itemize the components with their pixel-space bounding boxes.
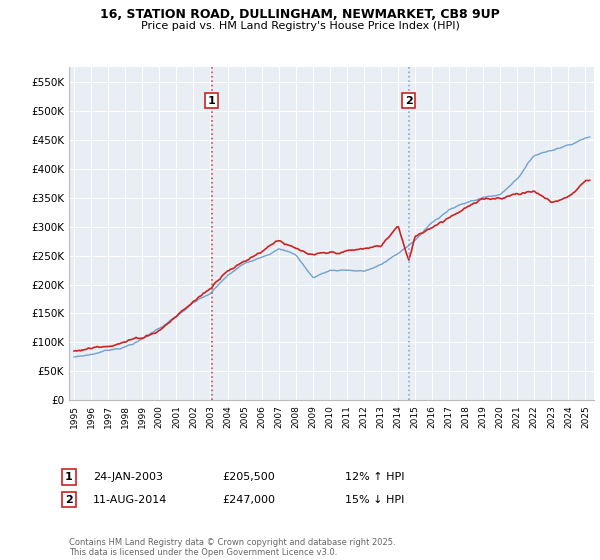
Text: 2: 2 [404,96,412,105]
Text: 16, STATION ROAD, DULLINGHAM, NEWMARKET, CB8 9UP: 16, STATION ROAD, DULLINGHAM, NEWMARKET,… [100,8,500,21]
Text: 24-JAN-2003: 24-JAN-2003 [93,472,163,482]
Text: Price paid vs. HM Land Registry's House Price Index (HPI): Price paid vs. HM Land Registry's House … [140,21,460,31]
Text: 12% ↑ HPI: 12% ↑ HPI [345,472,404,482]
Text: £247,000: £247,000 [222,494,275,505]
Text: 15% ↓ HPI: 15% ↓ HPI [345,494,404,505]
Text: 11-AUG-2014: 11-AUG-2014 [93,494,167,505]
Text: 1: 1 [65,472,73,482]
Text: 2: 2 [65,494,73,505]
Text: 1: 1 [208,96,215,105]
Text: £205,500: £205,500 [222,472,275,482]
Text: Contains HM Land Registry data © Crown copyright and database right 2025.
This d: Contains HM Land Registry data © Crown c… [69,538,395,557]
